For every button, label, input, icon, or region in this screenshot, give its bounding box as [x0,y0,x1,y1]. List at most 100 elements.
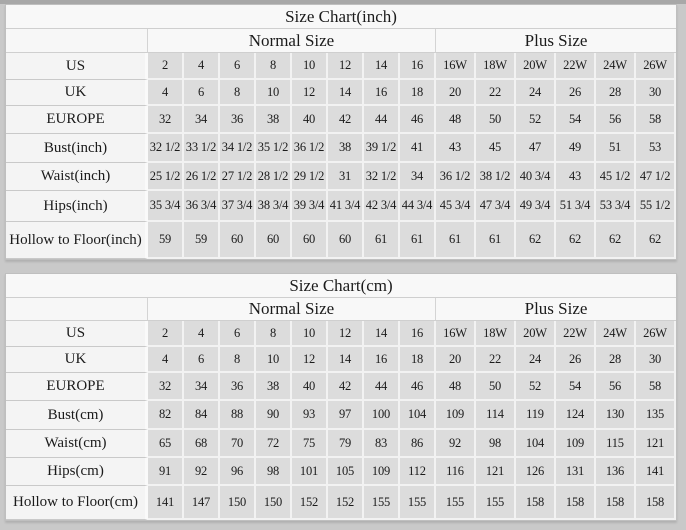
size-value-cell: 53 3/4 [596,191,636,222]
row-label: EUROPE [6,106,148,134]
size-value-cell: 100 [364,401,400,430]
size-value-cell: 20 [436,80,476,106]
size-value-cell: 18W [476,53,516,80]
size-value-cell: 155 [400,486,436,520]
size-value-cell: 26 1/2 [184,163,220,191]
size-value-cell: 150 [256,486,292,520]
size-value-cell: 54 [556,373,596,401]
table-row: UK 4 6 8 10 12 14 16 18 20 22 24 26 28 30 [6,80,677,106]
size-value-cell: 93 [292,401,328,430]
size-value-cell: 121 [636,430,677,458]
size-value-cell: 97 [328,401,364,430]
size-value-cell: 12 [292,347,328,373]
size-chart-inch-table: Size Chart(inch) Normal Size Plus Size US 2 4… [6,5,677,259]
size-value-cell: 20 [436,347,476,373]
size-value-cell: 34 [184,106,220,134]
size-value-cell: 38 [256,373,292,401]
size-value-cell: 8 [256,53,292,80]
size-value-cell: 36 [220,106,256,134]
size-value-cell: 109 [364,458,400,486]
size-value-cell: 16W [436,321,476,347]
size-value-cell: 38 [256,106,292,134]
size-value-cell: 155 [436,486,476,520]
size-value-cell: 131 [556,458,596,486]
size-value-cell: 26 [556,80,596,106]
size-value-cell: 22W [556,53,596,80]
size-value-cell: 150 [220,486,256,520]
size-value-cell: 47 3/4 [476,191,516,222]
size-value-cell: 91 [148,458,184,486]
size-value-cell: 24 [516,80,556,106]
size-value-cell: 61 [476,222,516,259]
size-value-cell: 92 [436,430,476,458]
size-value-cell: 45 1/2 [596,163,636,191]
size-value-cell: 48 [436,373,476,401]
size-value-cell: 70 [220,430,256,458]
size-value-cell: 47 1/2 [636,163,677,191]
size-value-cell: 42 [328,106,364,134]
size-value-cell: 24 [516,347,556,373]
size-value-cell: 109 [556,430,596,458]
size-value-cell: 124 [556,401,596,430]
column-group-plus-size: Plus Size [436,298,677,321]
size-value-cell: 52 [516,106,556,134]
size-value-cell: 32 1/2 [148,134,184,163]
size-value-cell: 98 [256,458,292,486]
size-value-cell: 16 [400,321,436,347]
size-value-cell: 32 1/2 [364,163,400,191]
size-value-cell: 62 [596,222,636,259]
size-value-cell: 2 [148,321,184,347]
size-value-cell: 59 [184,222,220,259]
row-label: US [6,53,148,80]
size-value-cell: 86 [400,430,436,458]
size-value-cell: 47 [516,134,556,163]
size-value-cell: 28 [596,80,636,106]
size-value-cell: 45 3/4 [436,191,476,222]
size-value-cell: 14 [328,347,364,373]
row-label: UK [6,80,148,106]
size-value-cell: 79 [328,430,364,458]
size-value-cell: 40 [292,373,328,401]
size-value-cell: 44 [364,106,400,134]
size-value-cell: 105 [328,458,364,486]
size-value-cell: 60 [292,222,328,259]
size-value-cell: 41 [400,134,436,163]
size-value-cell: 112 [400,458,436,486]
column-group-normal-size: Normal Size [148,29,436,53]
table-row: Hips(cm) 91 92 96 98 101 105 109 112 116 121 126 131… [6,458,677,486]
size-value-cell: 4 [184,321,220,347]
size-value-cell: 6 [220,53,256,80]
size-value-cell: 35 1/2 [256,134,292,163]
size-value-cell: 6 [220,321,256,347]
size-value-cell: 25 1/2 [148,163,184,191]
size-chart-inch-sheet: Size Chart(inch) Normal Size Plus Size US 2 4… [5,4,677,260]
table-row: Waist(inch) 25 1/2 26 1/2 27 1/2 28 1/2 29 1/… [6,163,677,191]
size-value-cell: 34 [400,163,436,191]
size-value-cell: 62 [516,222,556,259]
size-value-cell: 8 [220,80,256,106]
size-value-cell: 49 3/4 [516,191,556,222]
size-value-cell: 83 [364,430,400,458]
size-value-cell: 45 [476,134,516,163]
table-row: Hollow to Floor(cm) 141 147 150 150 152 152 155… [6,486,677,520]
size-value-cell: 155 [364,486,400,520]
size-value-cell: 158 [556,486,596,520]
row-label: Hips(inch) [6,191,148,222]
size-value-cell: 43 [436,134,476,163]
size-value-cell: 52 [516,373,556,401]
size-value-cell: 20W [516,321,556,347]
table-row: UK 4 6 8 10 12 14 16 18 20 22 24 26 28 30 [6,347,677,373]
size-value-cell: 158 [636,486,677,520]
size-value-cell: 38 [328,134,364,163]
size-value-cell: 135 [636,401,677,430]
size-value-cell: 34 1/2 [220,134,256,163]
size-value-cell: 37 3/4 [220,191,256,222]
size-value-cell: 44 3/4 [400,191,436,222]
size-value-cell: 141 [148,486,184,520]
size-value-cell: 12 [328,53,364,80]
size-value-cell: 26W [636,53,677,80]
size-value-cell: 4 [148,347,184,373]
size-value-cell: 152 [292,486,328,520]
size-value-cell: 49 [556,134,596,163]
size-value-cell: 20W [516,53,556,80]
